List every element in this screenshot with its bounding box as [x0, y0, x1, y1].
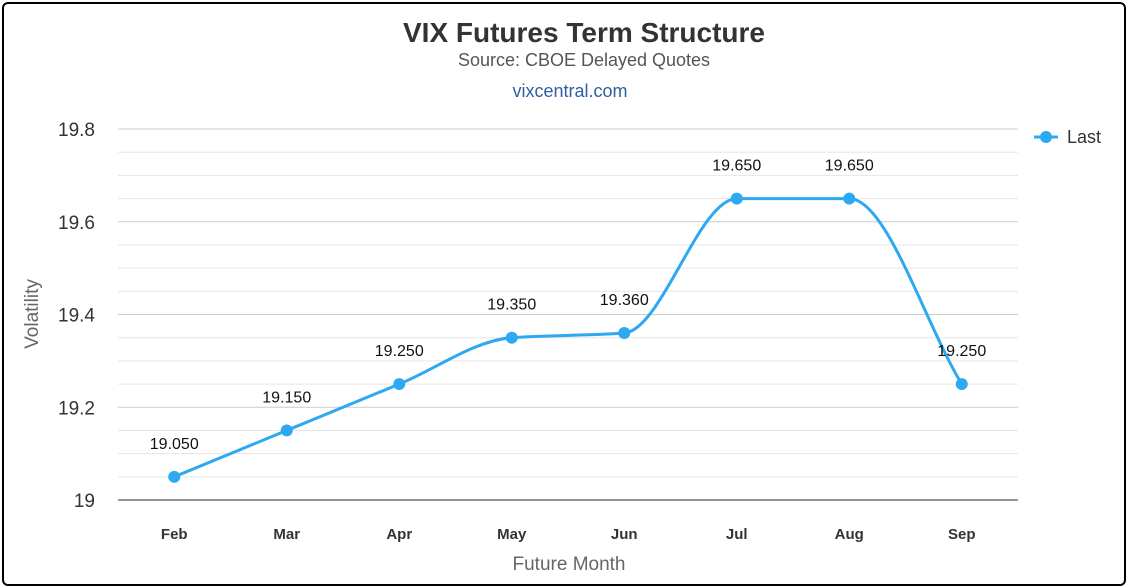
x-tick-label: Sep [948, 526, 976, 543]
x-tick-label: May [497, 526, 527, 543]
data-label: 19.050 [150, 436, 199, 453]
y-tick-label: 19.2 [58, 398, 95, 419]
x-tick-label: Mar [273, 526, 300, 543]
data-point[interactable] [730, 192, 743, 205]
data-label: 19.350 [487, 297, 536, 314]
data-point[interactable] [280, 424, 293, 437]
x-axis-ticks: Feb Mar Apr May Jun Jul Aug Sep [161, 526, 976, 543]
data-label: 19.650 [825, 158, 874, 175]
grid-lines [118, 128, 1018, 501]
data-label: 19.650 [712, 158, 761, 175]
credit-link[interactable]: vixcentral.com [512, 81, 627, 101]
y-tick-label: 19 [74, 491, 95, 512]
data-point[interactable] [168, 470, 181, 483]
x-axis-title: Future Month [513, 554, 626, 575]
y-axis-ticks: 19 19.2 19.4 19.6 19.8 [58, 120, 95, 512]
series-last: 19.050 19.150 19.250 19.350 19.360 19.650 19.6… [150, 158, 986, 483]
legend-marker [1040, 131, 1052, 143]
data-point[interactable] [843, 192, 856, 205]
data-point[interactable] [393, 378, 406, 391]
data-label: 19.250 [375, 343, 424, 360]
data-label: 19.250 [937, 343, 986, 360]
y-axis-title: Volatility [22, 279, 43, 349]
y-tick-label: 19.8 [58, 120, 95, 141]
legend-label-last: Last [1067, 127, 1101, 147]
data-point[interactable] [618, 327, 631, 340]
data-point[interactable] [955, 378, 968, 391]
y-tick-label: 19.4 [58, 306, 95, 327]
chart-subtitle: Source: CBOE Delayed Quotes [458, 50, 710, 70]
x-tick-label: Feb [161, 526, 188, 543]
data-label: 19.360 [600, 292, 649, 309]
data-label: 19.150 [262, 389, 311, 406]
x-tick-label: Apr [386, 526, 412, 543]
x-tick-label: Aug [835, 526, 864, 543]
x-tick-label: Jun [611, 526, 638, 543]
x-tick-label: Jul [726, 526, 748, 543]
data-point[interactable] [505, 331, 518, 344]
legend[interactable]: Last [1034, 127, 1101, 147]
y-tick-label: 19.6 [58, 213, 95, 234]
chart-title: VIX Futures Term Structure [403, 17, 765, 48]
